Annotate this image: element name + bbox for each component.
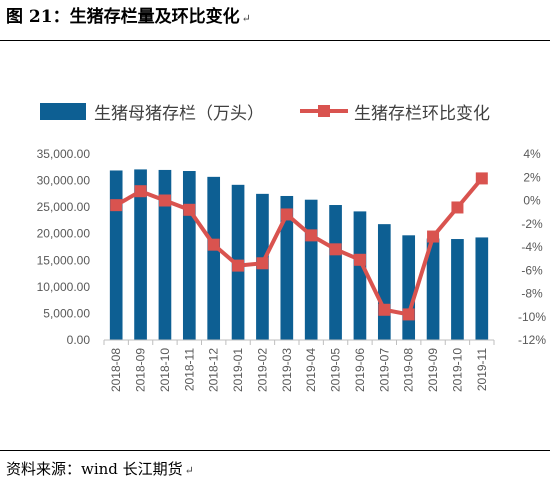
source-text: 资料来源：wind 长江期货: [6, 460, 183, 478]
line-series: [110, 172, 488, 321]
line-point: [256, 257, 269, 270]
bar: [304, 199, 318, 340]
line-point: [207, 238, 220, 251]
right-axis-tick-label: 4%: [523, 147, 541, 161]
series-line: [115, 177, 484, 317]
bar: [426, 238, 440, 340]
line-point: [183, 203, 196, 216]
line-point: [232, 259, 245, 272]
paragraph-mark-icon: ↵: [241, 12, 251, 25]
x-axis-tick-label: 2018-10: [158, 348, 172, 392]
right-axis-tick-label: -8%: [521, 287, 543, 301]
legend-label-line: 生猪存栏环比变化: [354, 104, 490, 124]
legend-swatch-bar: [40, 103, 86, 120]
x-axis-tick-label: 2018-09: [134, 348, 148, 392]
line-point: [475, 172, 488, 185]
line-point: [378, 303, 391, 316]
x-axis-tick-label: 2019-06: [353, 348, 367, 392]
left-axis-tick-label: 30,000.00: [37, 174, 91, 188]
left-axis-tick-label: 0.00: [67, 333, 91, 347]
x-axis-tick-label: 2018-11: [182, 348, 196, 391]
figure-title-text: 图 21：生猪存栏量及环比变化: [6, 7, 240, 27]
left-axis-tick-label: 20,000.00: [37, 227, 91, 241]
left-axis-tick-label: 35,000.00: [37, 147, 91, 161]
x-axis-tick-label: 2019-03: [280, 348, 294, 392]
right-axis-tick-label: -6%: [521, 263, 543, 277]
line-point: [158, 194, 171, 207]
bar: [158, 169, 172, 340]
figure-title: 图 21：生猪存栏量及环比变化 ↵: [6, 2, 251, 27]
bar: [353, 211, 367, 340]
chart: 生猪母猪存栏（万头） 生猪存栏环比变化 35,000.00 30,000.00 25,…: [37, 103, 546, 392]
bar: [182, 171, 196, 340]
top-divider: [0, 40, 550, 41]
x-axis-tick-label: 2019-04: [304, 348, 318, 392]
bottom-divider: [0, 450, 550, 451]
bar: [402, 235, 416, 340]
right-axis: 4% 2% 0% -2% -4% -6% -8% -10% -12%: [518, 147, 546, 347]
x-axis-tick-label: 2019-11: [475, 348, 489, 391]
right-axis-tick-label: -10%: [518, 310, 546, 324]
bar: [109, 170, 123, 340]
left-axis-tick-label: 15,000.00: [37, 253, 91, 267]
bar: [475, 237, 489, 340]
left-axis-tick-label: 25,000.00: [37, 200, 91, 214]
line-point: [329, 243, 342, 256]
bar: [329, 205, 342, 340]
right-axis-tick-label: -4%: [521, 240, 543, 254]
x-axis-tick-label: 2019-01: [231, 348, 245, 392]
paragraph-mark-icon: ↵: [184, 464, 194, 477]
x-axis-tick-label: 2019-02: [255, 348, 269, 392]
bar: [377, 224, 391, 340]
legend: 生猪母猪存栏（万头） 生猪存栏环比变化: [40, 103, 490, 124]
source-note: 资料来源：wind 长江期货 ↵: [6, 458, 194, 479]
x-axis: 2018-08 2018-09 2018-10 2018-11 2018-12 2019-…: [103, 339, 495, 392]
x-axis-tick-label: 2019-08: [402, 348, 416, 392]
bar: [451, 239, 464, 340]
bar: [280, 195, 294, 340]
line-point: [402, 308, 415, 321]
line-point: [451, 201, 464, 214]
x-axis-tick-label: 2019-10: [450, 348, 464, 392]
right-axis-tick-label: 2%: [523, 170, 541, 184]
left-axis-tick-label: 5,000.00: [43, 306, 90, 320]
line-point: [110, 199, 123, 212]
x-axis-tick-label: 2019-05: [329, 348, 343, 392]
left-axis: 35,000.00 30,000.00 25,000.00 20,000.00 15,0…: [37, 147, 91, 347]
right-axis-tick-label: -12%: [518, 333, 546, 347]
x-axis-tick-label: 2019-09: [426, 348, 440, 392]
x-axis-tick-label: 2018-12: [207, 348, 221, 392]
right-axis-tick-label: 0%: [523, 194, 541, 208]
x-axis-tick-label: 2018-08: [109, 348, 123, 392]
right-axis-tick-label: -2%: [521, 217, 543, 231]
line-point: [280, 208, 293, 221]
left-axis-tick-label: 10,000.00: [37, 280, 91, 294]
line-point: [305, 229, 318, 242]
legend-swatch-marker: [318, 105, 330, 117]
line-point: [134, 185, 147, 198]
bar: [207, 176, 221, 340]
bar: [134, 169, 147, 340]
line-point: [427, 230, 440, 243]
x-axis-tick-label: 2019-07: [377, 348, 391, 392]
line-point: [353, 253, 366, 266]
legend-label-bar: 生猪母猪存栏（万头）: [94, 104, 264, 124]
